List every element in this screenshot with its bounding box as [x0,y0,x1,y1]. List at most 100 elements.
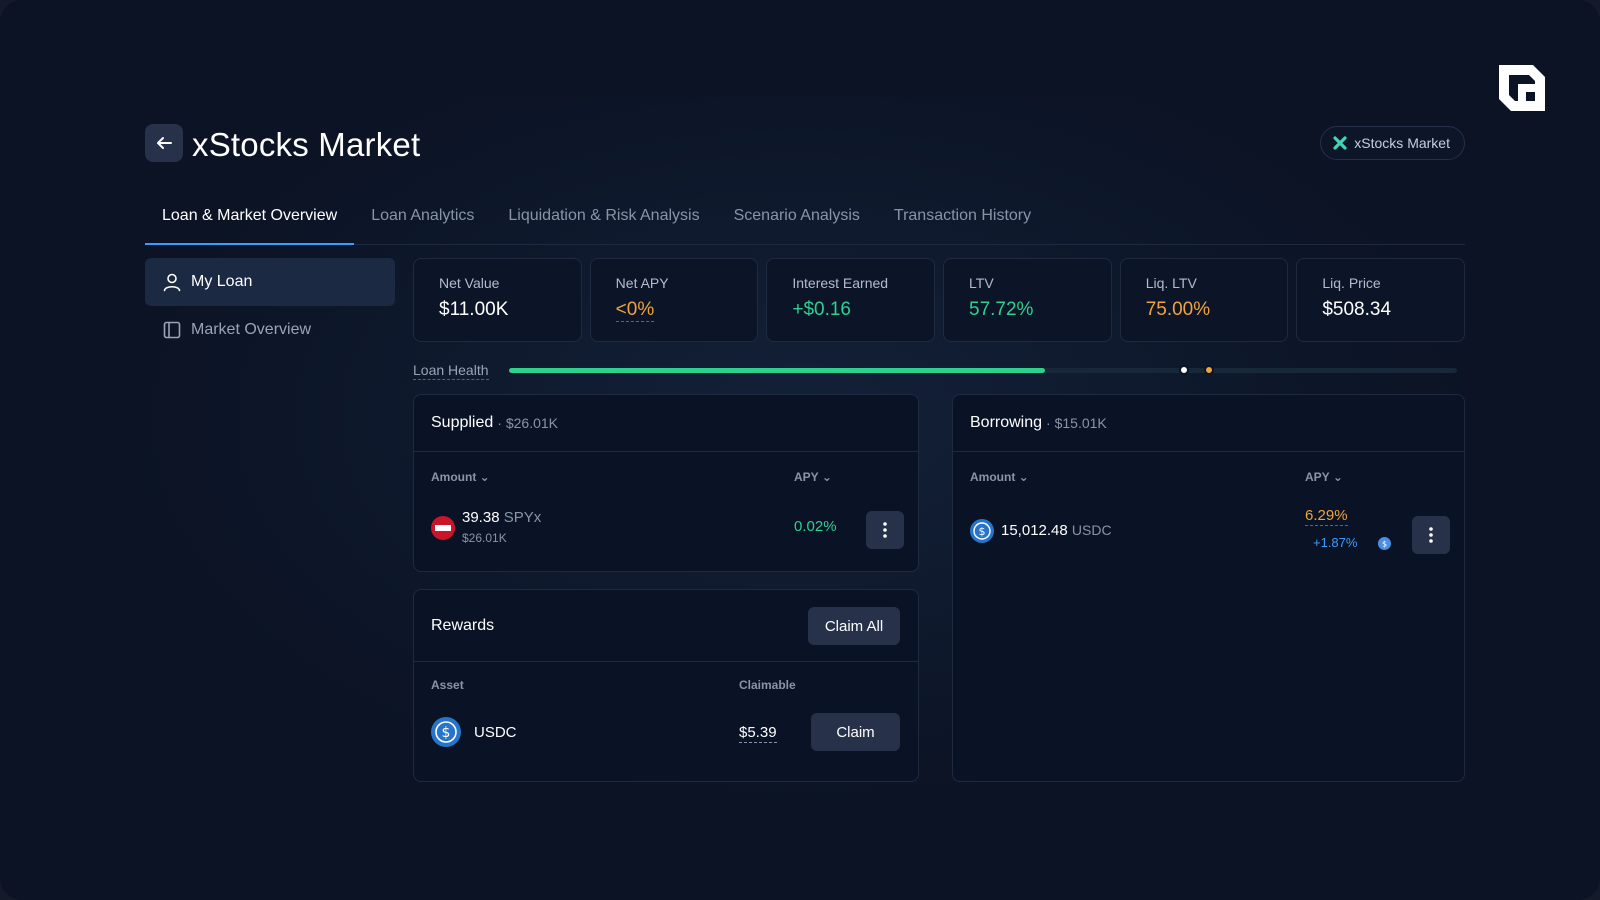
supplied-amount: 39.38 [462,509,500,526]
page-header: xStocks Market xStocks Market [145,124,1465,164]
rewards-header: Rewards [414,590,918,662]
reward-token-icon: $ [1378,537,1391,550]
sort-amount-header[interactable]: Amount ⌄ [431,470,490,484]
stat-value[interactable]: <0% [615,299,655,322]
supplied-title: Supplied [431,414,494,431]
borrowing-title: Borrowing [970,414,1043,431]
loan-health-track [509,365,1457,375]
sidebar: My Loan Market Overview [145,258,395,354]
column-label: APY [1305,470,1330,484]
loan-overview: Net Value $11.00K Net APY <0% Interest E… [413,258,1466,782]
stat-label: LTV [969,275,994,291]
borrowing-total: · $15.01K [1046,415,1107,431]
supplied-amount-line: 39.38 SPYx [462,509,541,526]
user-icon [163,273,181,292]
stat-label: Net Value [439,275,500,291]
reward-claimable-amount[interactable]: $5.39 [739,724,777,743]
stat-value: 75.00% [1145,299,1211,320]
page-title: xStocks Market [192,126,421,163]
loan-health-fill [509,368,1045,373]
tab-bar: Loan & Market Overview Loan Analytics Li… [145,200,1465,245]
supplied-symbol: SPYx [503,509,542,526]
market-selector[interactable]: xStocks Market [1320,126,1465,160]
supplied-panel: Supplied · $26.01K Amount ⌄ APY ⌄ [413,394,919,572]
stat-label: Net APY [615,275,669,291]
arrow-left-icon [157,137,172,149]
reward-asset-name: USDC [474,724,517,741]
supplied-apy: 0.02% [794,518,837,535]
more-vertical-icon [883,522,887,538]
sort-apy-header[interactable]: APY ⌄ [1305,470,1343,484]
chevron-down-icon: ⌄ [479,470,490,484]
stat-net-value: Net Value $11.00K [413,258,582,342]
back-button[interactable] [145,124,183,162]
loan-health-label[interactable]: Loan Health [413,362,489,380]
borrowing-reward-apy-line: +1.87% [1313,535,1357,550]
usdc-token-icon: $ [970,519,994,543]
stat-value: $508.34 [1322,299,1392,320]
tab-transaction-history[interactable]: Transaction History [893,207,1032,224]
liquidation-ltv-marker [1203,365,1214,375]
sidebar-item-market-overview[interactable]: Market Overview [145,306,395,354]
stat-net-apy: Net APY <0% [589,258,759,342]
claim-all-button[interactable]: Claim All [808,607,900,645]
borrowing-panel: Borrowing · $15.01K Amount ⌄ APY ⌄ $ [952,394,1465,782]
chevron-down-icon: ⌄ [821,470,832,484]
tab-scenario-analysis[interactable]: Scenario Analysis [733,207,860,224]
borrowing-reward-apy: +1.87% [1313,535,1358,550]
rewards-panel: Rewards Claim All Asset Claimable $ USDC… [413,589,919,782]
borrowing-apy-wrap: 6.29% [1305,507,1348,526]
sort-apy-header[interactable]: APY ⌄ [794,470,832,484]
svg-text:$: $ [979,525,986,538]
stat-liq-ltv: Liq. LTV 75.00% [1119,258,1289,342]
chevron-down-icon: ⌄ [1332,470,1343,484]
sidebar-item-my-loan[interactable]: My Loan [145,258,395,306]
reward-claimable-wrap: $5.39 [739,724,777,743]
tab-liquidation-risk-analysis[interactable]: Liquidation & Risk Analysis [508,207,700,224]
column-label: APY [794,470,819,484]
borrowing-header: Borrowing · $15.01K [953,395,1464,452]
chevron-down-icon: ⌄ [1018,470,1029,484]
usdc-token-icon: $ [431,717,461,747]
column-label: Amount [431,470,477,484]
stat-value: +$0.16 [792,299,851,320]
stats-row: Net Value $11.00K Net APY <0% Interest E… [413,258,1466,342]
xstocks-logo-icon [1333,136,1347,150]
sort-amount-header[interactable]: Amount ⌄ [970,470,1029,484]
borrowing-apy[interactable]: 6.29% [1305,507,1348,526]
market-selector-label: xStocks Market [1354,135,1450,151]
stat-value-wrap: <0% [615,299,758,322]
more-vertical-icon [1429,527,1433,543]
svg-text:$: $ [1382,540,1387,549]
panel-icon [163,321,181,339]
svg-text:$: $ [442,725,451,741]
supplied-usd-value: $26.01K [462,531,507,545]
spyx-token-icon [431,516,455,540]
supplied-row: 39.38 SPYx $26.01K 0.02% [431,507,901,555]
supplied-more-button[interactable] [866,511,904,549]
borrowing-row: $ 15,012.48 USDC 6.29% +1.87% $ [970,507,1450,563]
stat-interest-earned: Interest Earned +$0.16 [766,258,936,342]
brand-logo-icon [1499,65,1545,111]
stat-value: $11.00K [439,299,509,320]
stat-ltv: LTV 57.72% [943,258,1112,342]
stat-label: Liq. LTV [1145,275,1197,291]
claim-button[interactable]: Claim [811,713,900,751]
current-ltv-marker [1178,365,1189,375]
column-label: Amount [970,470,1016,484]
sidebar-item-label: Market Overview [191,321,312,338]
stat-label: Interest Earned [792,275,889,291]
asset-column-header: Asset [431,678,464,692]
borrowing-amount: 15,012.48 [1001,522,1068,539]
borrowing-symbol: USDC [1071,522,1112,538]
tab-loan-analytics[interactable]: Loan Analytics [371,207,475,224]
sidebar-item-label: My Loan [191,273,253,290]
supplied-header: Supplied · $26.01K [414,395,918,452]
borrowing-amount-line: 15,012.48 USDC [1001,522,1112,539]
claimable-column-header: Claimable [739,678,796,692]
stat-liq-price: Liq. Price $508.34 [1296,258,1466,342]
loan-health-bar: Loan Health [413,360,1465,390]
borrowing-more-button[interactable] [1412,516,1450,554]
tab-loan-market-overview[interactable]: Loan & Market Overview [145,200,355,245]
